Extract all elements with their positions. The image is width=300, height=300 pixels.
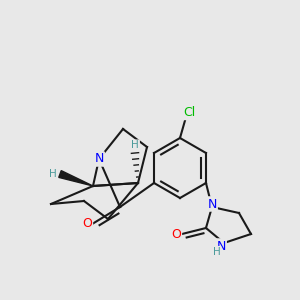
Text: Cl: Cl [183, 106, 195, 119]
Text: O: O [171, 227, 181, 241]
Text: H: H [213, 247, 220, 257]
Text: N: N [216, 239, 226, 253]
Text: H: H [131, 140, 139, 151]
Text: N: N [207, 197, 217, 211]
Text: O: O [82, 217, 92, 230]
Polygon shape [59, 171, 93, 186]
Text: H: H [49, 169, 56, 179]
Text: N: N [94, 152, 104, 166]
